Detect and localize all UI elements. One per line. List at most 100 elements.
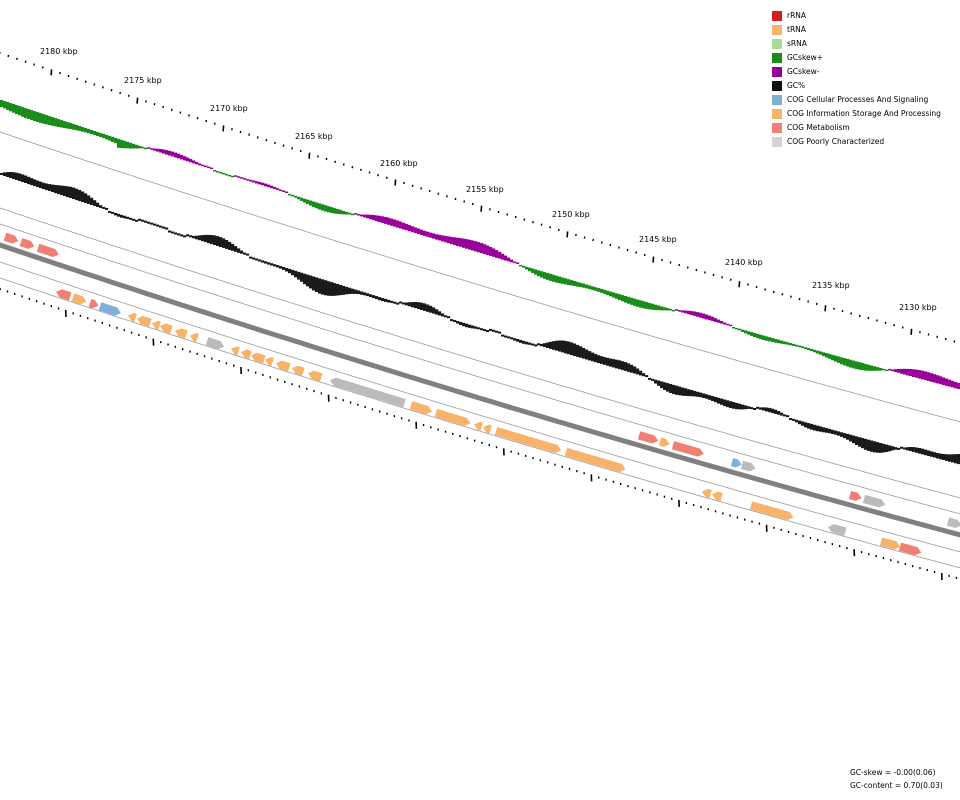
gc-content-bar [261,260,265,263]
gc-skew-bar [366,214,370,219]
scale-tick [781,293,784,296]
gc-content-bar [465,323,469,328]
gc-skew-bar [624,296,628,303]
gc-content-bar [750,407,754,410]
gc-content-bar [75,188,79,201]
scale-tick [145,100,147,103]
scale-tick [824,305,827,312]
gc-content-bar [171,231,175,234]
gc-content-bar [420,302,424,310]
gc-content-bar [576,344,580,357]
inner-scale-ticks [0,287,958,581]
gc-content-bar [597,355,601,364]
gc-content-bar [609,358,613,367]
gc-content-bar [0,172,4,175]
legend-item: sRNA [772,37,941,51]
gc-content-bar [756,406,760,409]
gc-content-bar [735,402,739,410]
gc-skew-bar [222,172,226,175]
gc-skew-bar [900,368,904,374]
gc-content-bar [855,436,859,445]
gc-content-bar [630,364,634,373]
gc-skew-bar [3,101,7,109]
gc-skew-bar [885,369,889,372]
gc-content-bar [945,454,949,461]
gc-content-bar [309,275,313,289]
gc-skew-bar [807,348,811,350]
gc-content-bar [27,176,31,185]
legend-swatch [772,39,782,49]
gc-skew-bar [819,351,823,355]
gc-skew-bar [210,167,214,170]
gc-content-bar [636,368,640,375]
scale-tick [291,147,294,150]
gc-skew-bar [591,286,595,290]
gc-content-bar [24,175,28,183]
gc-content-bar [867,439,871,451]
gc-skew-bar [306,199,310,205]
gene-feature [251,352,266,364]
gc-skew-bar [795,344,799,347]
gc-skew-bar [441,235,445,242]
gc-content-bar [891,446,895,451]
gc-skew-bar [45,115,49,125]
scale-tick [368,171,371,174]
gc-content-bar [693,390,697,397]
gc-skew-bar [504,255,508,261]
guide-line [0,277,960,569]
guide-line [0,261,960,553]
gc-skew-bar [837,356,841,363]
gc-skew-bar [939,376,943,385]
gc-skew-bar [369,214,373,220]
gc-skew-bar [798,345,802,348]
gc-content-bar [6,172,10,177]
scale-tick [815,302,818,306]
gc-content-bar [579,346,583,358]
gc-content-bar [294,270,298,278]
gc-content-bar [732,402,736,409]
gc-skew-bar [147,147,151,149]
gc-content-bar [573,343,577,356]
gc-content-bar [903,447,907,450]
gc-content-bar [795,419,799,423]
gc-content-bar [174,232,178,235]
gc-content-bar [246,253,250,256]
gc-skew-bar [495,250,499,258]
gc-content-bar [687,389,691,397]
scale-tick [385,176,388,179]
gc-skew-bar [945,378,949,386]
gc-skew-bar [207,166,211,169]
gc-skew-bar [891,369,895,372]
gc-skew-bar [444,235,448,243]
legend-label: sRNA [787,39,807,48]
scale-tick [127,94,130,97]
gc-skew-bar [693,311,697,316]
gc-skew-bar [657,305,661,311]
gc-skew-bar [744,330,748,334]
gc-skew-bar [855,361,859,370]
gc-skew-bar [129,142,133,149]
scale-tick [755,285,758,289]
gc-content-bar [726,400,730,408]
legend-item: GCskew+ [772,51,941,65]
gc-content-bar [387,299,391,303]
scale-tick [76,77,79,80]
gene-feature [265,357,274,367]
scale-tick [162,105,165,109]
gc-skew-bar [486,245,490,255]
gc-skew-bar [666,308,670,311]
gc-skew-bar [849,359,853,368]
gc-content-bar [804,422,808,428]
legend-label: GCskew+ [787,53,824,62]
gc-content-bar [198,235,202,241]
gc-content-bar [798,420,802,425]
scale-tick [686,266,689,269]
gc-skew-bar [489,246,493,256]
gc-skew-bar [831,354,835,361]
scale-tick [136,97,139,104]
gc-content-bar [474,326,478,329]
gc-skew-bar [690,311,694,316]
gc-skew-bar [651,303,655,310]
gc-skew-bar [606,290,610,296]
gc-content-bar [111,211,115,214]
